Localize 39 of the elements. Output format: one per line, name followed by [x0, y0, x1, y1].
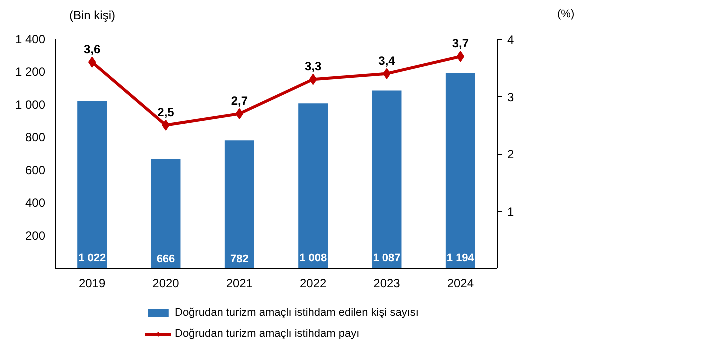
- y-tick-label: 1 000: [15, 98, 46, 112]
- y-tick-label: 600: [25, 163, 46, 178]
- data-label: 2,5: [158, 105, 175, 120]
- y-tick-label: 200: [25, 228, 46, 243]
- bar: [151, 160, 181, 268]
- data-label: 666: [156, 254, 176, 266]
- data-label: 1 194: [446, 252, 476, 264]
- x-tick-label: 2024: [447, 276, 474, 290]
- x-tick-label: 2020: [152, 276, 180, 290]
- y2-tick-label: 1: [508, 204, 514, 219]
- y2-tick-label: 3: [508, 90, 514, 104]
- data-label: 1 087: [373, 252, 401, 264]
- bar: [372, 90, 402, 268]
- y-tick-label: 400: [25, 196, 46, 210]
- y2-axis-title: (%): [558, 8, 575, 20]
- legend-label: Doğrudan turizm amaçlı istihdam edilen kişi sayısı: [175, 307, 419, 319]
- y-axis-title: (Bin kişi): [70, 8, 116, 22]
- x-tick-label: 2023: [374, 276, 401, 290]
- legend-label: Doğrudan turizm amaçlı istihdam payı: [175, 328, 360, 340]
- data-label: 1 008: [300, 252, 328, 264]
- y-tick-label: 1 400: [15, 32, 46, 46]
- data-label: 2,7: [231, 94, 248, 108]
- x-tick-label: 2019: [78, 276, 106, 290]
- data-label: 1 022: [78, 252, 106, 264]
- y-tick-label: 1 200: [15, 65, 46, 80]
- y-tick-label: 800: [25, 130, 46, 145]
- bar: [298, 104, 328, 268]
- data-label: 3,3: [304, 60, 322, 74]
- bar: [78, 101, 108, 268]
- data-label: 3,6: [84, 42, 101, 56]
- bar: [446, 73, 476, 268]
- data-label: 3,7: [452, 36, 470, 51]
- data-label: 3,4: [378, 54, 396, 68]
- y2-tick-label: 2: [508, 148, 514, 162]
- data-label: 782: [230, 254, 249, 266]
- x-tick-label: 2022: [300, 276, 328, 290]
- y2-tick-label: 4: [508, 33, 514, 47]
- bar: [224, 140, 254, 268]
- x-tick-label: 2021: [226, 276, 254, 290]
